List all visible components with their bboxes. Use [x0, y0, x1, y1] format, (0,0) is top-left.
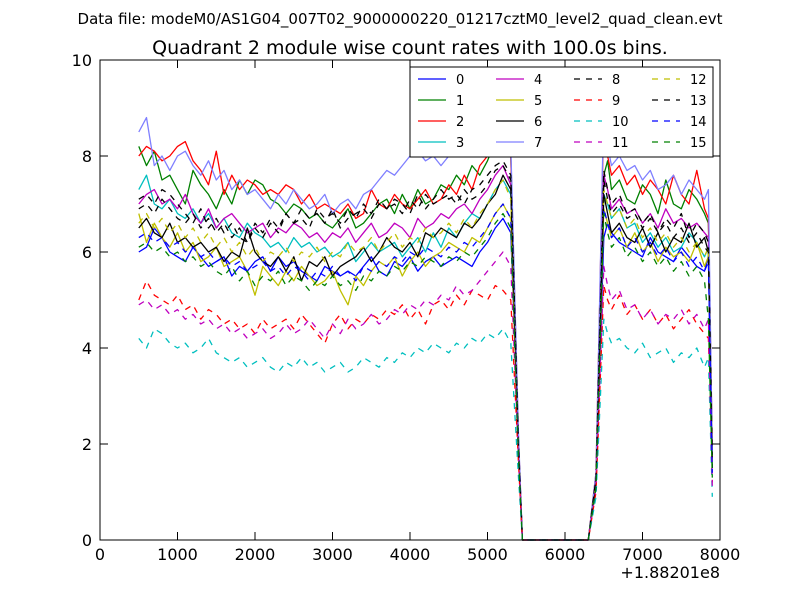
legend-label-11: 11 — [612, 136, 629, 151]
x-tick-label: 8000 — [700, 545, 741, 564]
series-line-1 — [138, 121, 713, 541]
y-tick-label: 8 — [82, 147, 92, 166]
series-line-13 — [138, 164, 713, 541]
legend-label-4: 4 — [534, 73, 542, 88]
plot-area — [138, 102, 713, 541]
legend-label-15: 15 — [690, 136, 707, 151]
series-line-4 — [138, 164, 713, 541]
x-tick-label: 0 — [95, 545, 105, 564]
x-tick-label: 6000 — [545, 545, 586, 564]
y-tick-label: 0 — [82, 531, 92, 550]
x-tick-label: 3000 — [312, 545, 353, 564]
legend-label-3: 3 — [456, 136, 464, 151]
legend-label-2: 2 — [456, 115, 464, 130]
legend-label-13: 13 — [690, 94, 707, 109]
legend-label-10: 10 — [612, 115, 629, 130]
x-tick-label: 1000 — [157, 545, 198, 564]
series-line-10 — [138, 318, 713, 541]
series-line-9 — [138, 280, 713, 541]
y-tick-label: 4 — [82, 339, 92, 358]
legend-label-6: 6 — [534, 115, 542, 130]
legend-box — [409, 66, 714, 158]
series-line-6 — [138, 174, 713, 541]
chart-title: Quadrant 2 module wise count rates with … — [152, 37, 668, 59]
series-line-8 — [138, 160, 713, 541]
legend-label-0: 0 — [456, 73, 464, 88]
series-line-15 — [138, 212, 713, 541]
legend-label-8: 8 — [612, 73, 620, 88]
x-offset-label: +1.88201e8 — [620, 563, 720, 582]
series-line-2 — [138, 112, 713, 541]
y-tick-label: 6 — [82, 243, 92, 262]
legend-label-14: 14 — [690, 115, 707, 130]
x-tick-label: 5000 — [467, 545, 508, 564]
x-tick-label: 2000 — [235, 545, 276, 564]
legend-label-5: 5 — [534, 94, 542, 109]
series-line-14 — [138, 203, 713, 541]
x-tick-label: 7000 — [622, 545, 663, 564]
x-tick-label: 4000 — [390, 545, 431, 564]
y-tick-label: 2 — [82, 435, 92, 454]
data-file-header: Data file: modeM0/AS1G04_007T02_90000002… — [78, 10, 723, 29]
legend-label-1: 1 — [456, 94, 464, 109]
legend-label-7: 7 — [534, 136, 542, 151]
series-line-0 — [138, 217, 713, 541]
series-line-11 — [138, 251, 713, 541]
y-tick-label: 10 — [72, 51, 92, 70]
legend-label-9: 9 — [612, 94, 620, 109]
legend-label-12: 12 — [690, 73, 707, 88]
series-line-12 — [138, 179, 713, 541]
series-line-7 — [138, 102, 713, 541]
